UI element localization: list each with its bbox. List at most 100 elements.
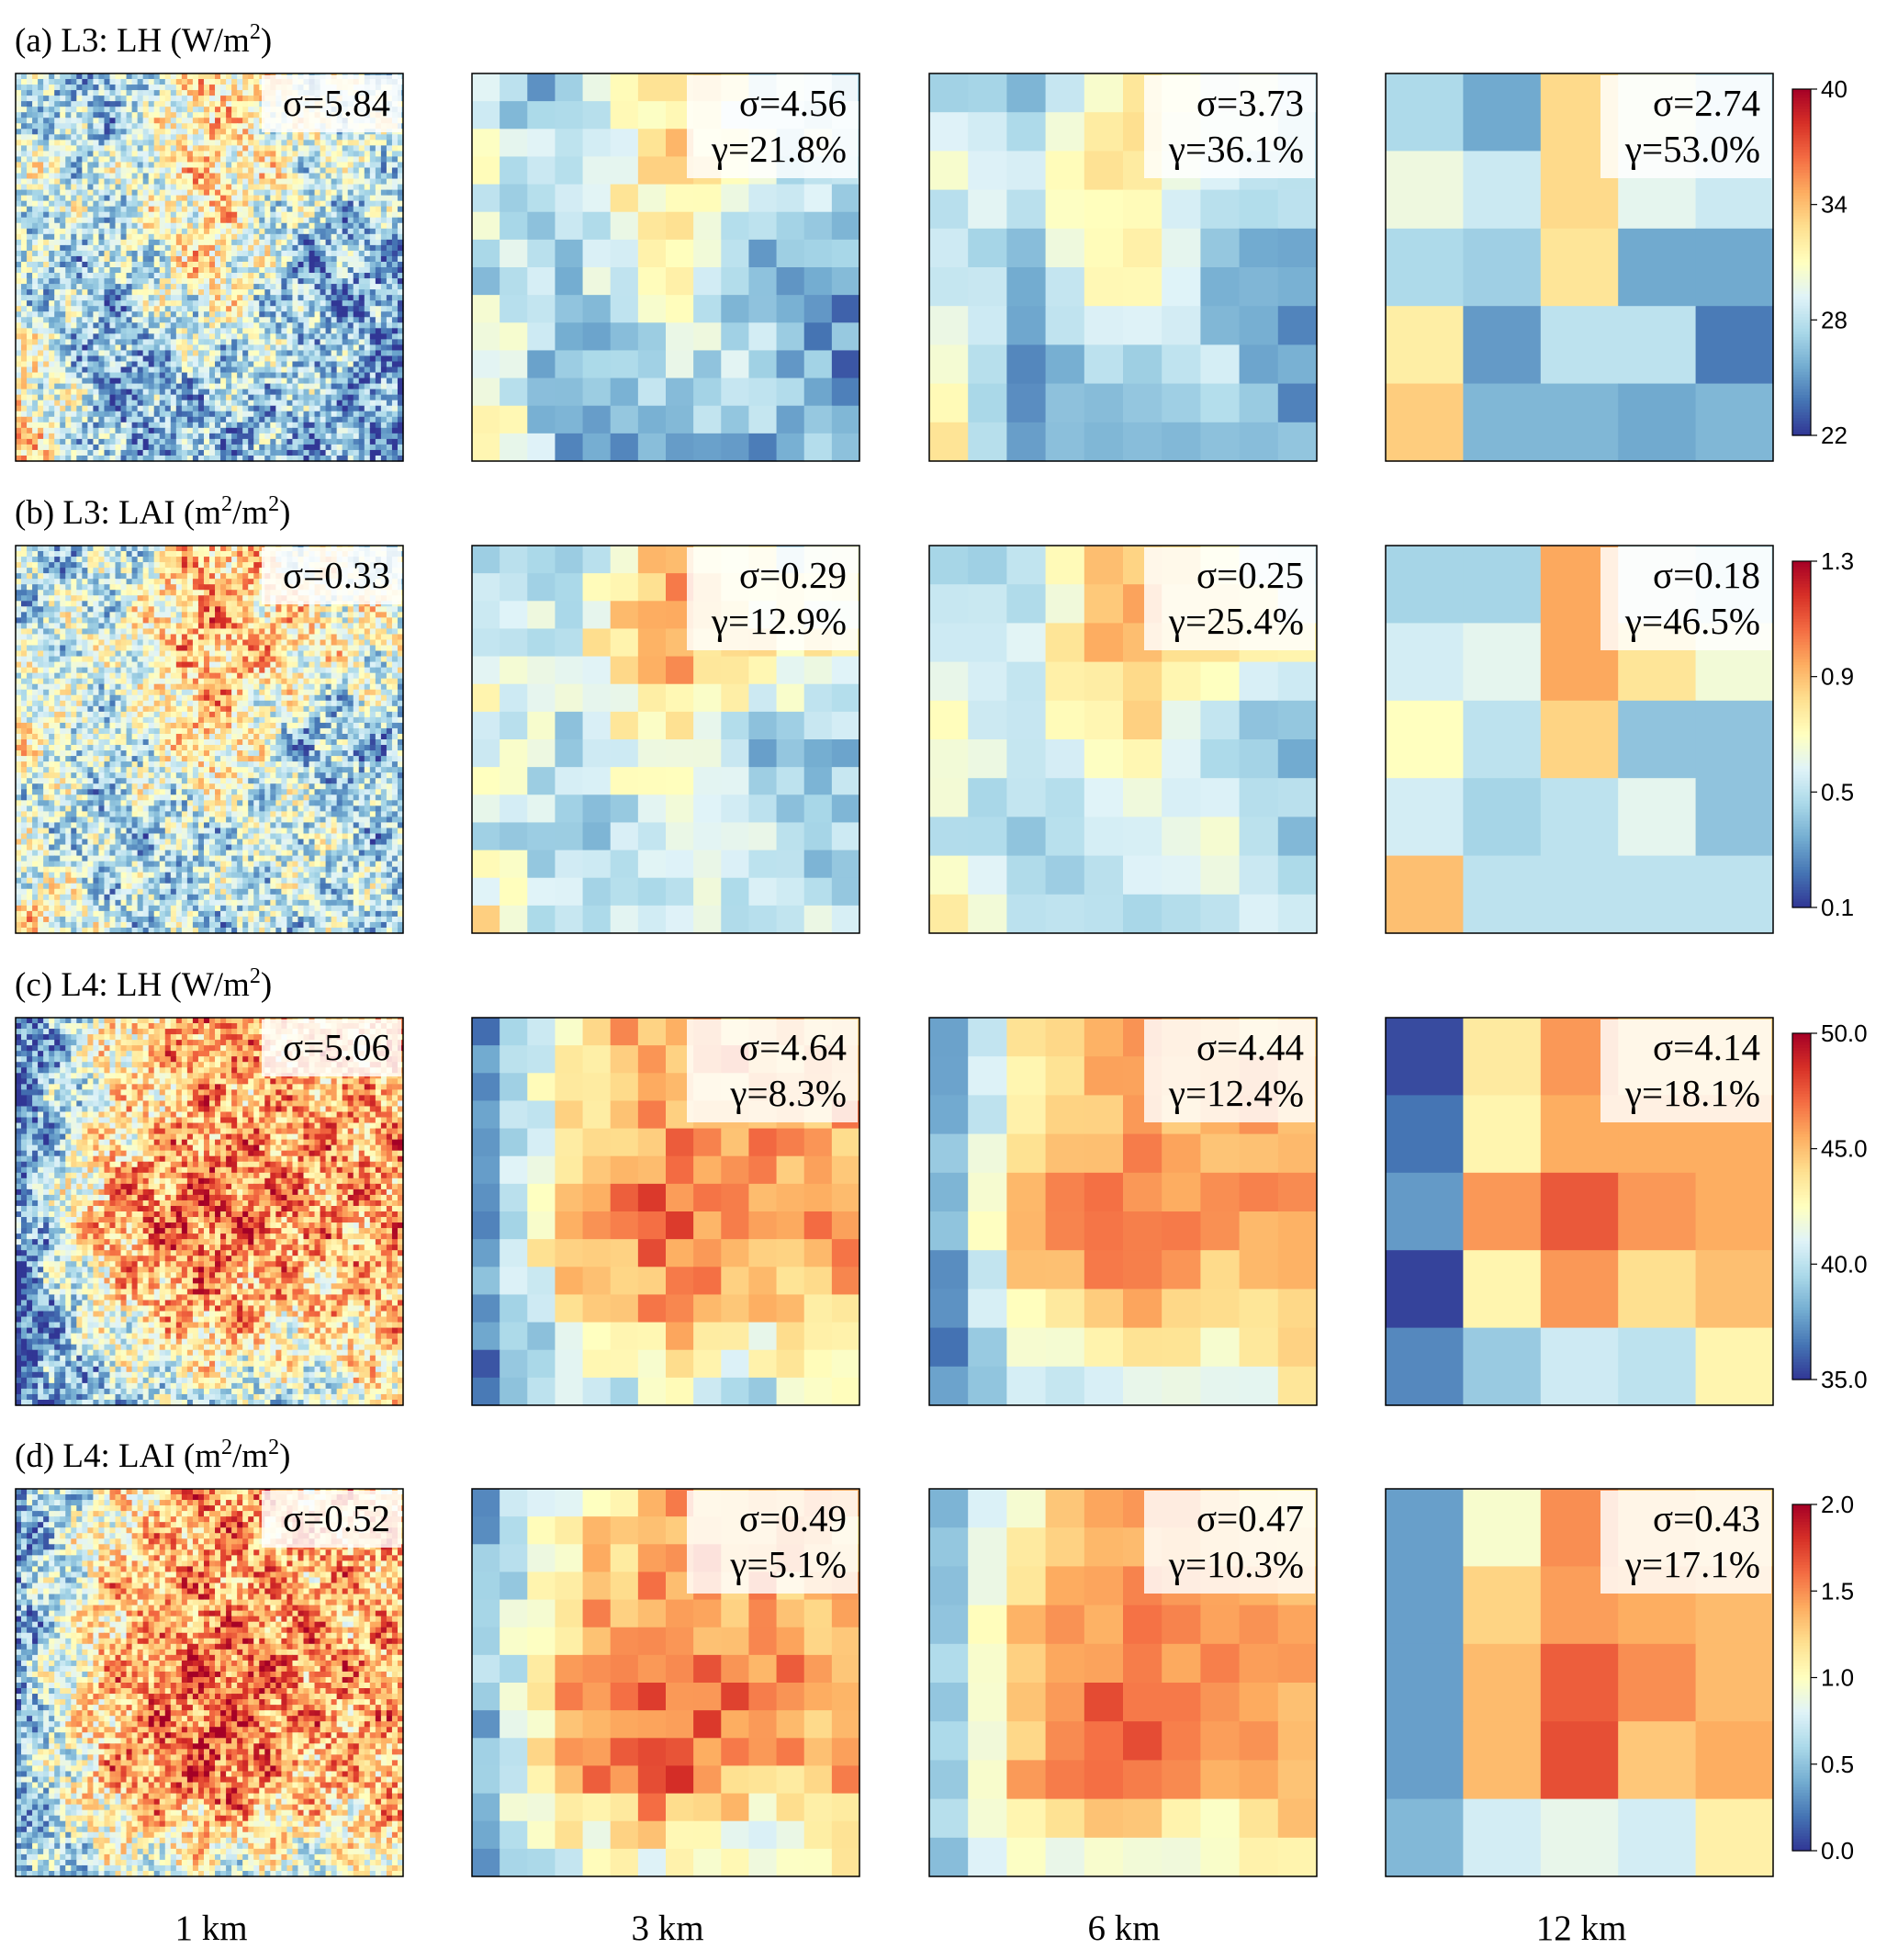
heatmap-cell [120,355,128,363]
heatmap-cell [325,273,332,279]
heatmap-cell [375,361,382,368]
heatmap-cell [237,377,243,385]
heatmap-cell [270,322,276,329]
heatmap-cell [209,444,216,451]
heatmap-cell [248,73,254,80]
heatmap-cell [115,339,122,345]
heatmap-cell [120,217,128,224]
heatmap-cell [275,366,282,374]
heatmap-cell [131,339,139,345]
heatmap-cell [181,339,188,345]
heatmap-cell [386,355,393,363]
heatmap-cell [65,151,72,158]
heatmap-cell [16,438,22,445]
heatmap-cell [120,389,128,396]
heatmap-cell [126,90,133,96]
heatmap-cell [309,350,316,357]
heatmap-cell [364,317,371,323]
heatmap-cell [142,278,150,285]
heatmap-cell [76,84,83,91]
heatmap-cell [76,156,83,163]
heatmap-cell [264,140,271,146]
heatmap-cell [220,289,227,296]
heatmap-cell [54,211,61,219]
heatmap-cell [60,317,66,323]
heatmap-cell [298,389,305,396]
heatmap-cell [197,355,205,363]
heatmap-cell [27,145,33,152]
heatmap-cell [98,427,106,434]
heatmap-cell [27,134,33,141]
heatmap-cell [248,328,254,334]
heatmap-cell [314,344,321,352]
heatmap-cell [242,438,249,445]
heatmap-cell [186,73,194,80]
heatmap-cell [65,427,72,434]
heatmap-cell [104,239,111,246]
heatmap-cell [21,300,28,307]
heatmap-cell [104,211,111,219]
heatmap-cell [65,273,72,279]
heatmap-cell [137,267,144,274]
heatmap-cell [170,455,177,462]
heatmap-cell [76,162,83,169]
heatmap-cell [275,344,282,352]
heatmap-cell [115,79,122,85]
heatmap-cell [215,422,221,429]
heatmap-cell [264,400,271,407]
heatmap-cell [32,184,39,191]
heatmap-cell [142,129,150,135]
heatmap-cell [16,405,22,412]
heatmap-cell [203,156,210,163]
heatmap-cell [93,178,100,186]
heatmap-cell [331,339,338,345]
heatmap-cell [43,366,50,374]
heatmap-cell [375,173,382,180]
heatmap-cell [353,273,360,279]
heatmap-cell [259,427,265,434]
heatmap-cell [120,206,128,213]
heatmap-cell [32,361,39,368]
heatmap-cell [82,394,88,401]
heatmap-cell [170,400,177,407]
heatmap-cell [153,244,161,252]
heatmap-cell [21,267,28,274]
heatmap-cell [347,244,354,252]
heatmap-cell [49,306,55,312]
heatmap-cell [342,267,349,274]
heatmap-cell [175,438,183,445]
heatmap-cell [159,162,166,169]
heatmap-cell [203,107,210,113]
heatmap-cell [82,167,88,175]
heatmap-cell [353,405,360,412]
heatmap-cell [93,295,100,301]
heatmap-cell [43,134,50,141]
heatmap-cell [38,455,44,462]
heatmap-cell [364,206,371,213]
heatmap-cell [364,405,371,412]
heatmap-cell [27,222,33,230]
heatmap-cell [148,217,155,224]
heatmap-cell [369,444,376,451]
heatmap-cell [375,449,382,456]
heatmap-cell [309,295,316,301]
heatmap-cell [32,444,39,451]
heatmap-cell [286,295,294,301]
heatmap-cell [131,156,139,163]
heatmap-cell [120,289,128,296]
heatmap-cell [264,261,271,268]
heatmap-cell [148,228,155,235]
heatmap-cell [248,311,254,318]
heatmap-cell [148,140,155,146]
heatmap-cell [220,306,227,312]
heatmap-cell [331,255,338,263]
heatmap-cell [391,366,399,374]
heatmap-cell [364,278,371,285]
heatmap-cell [60,239,66,246]
heatmap-cell [109,267,117,274]
heatmap-cell [159,444,166,451]
heatmap-cell [231,90,238,96]
heatmap-cell [281,217,287,224]
heatmap-cell [21,438,28,445]
heatmap-cell [358,228,365,235]
